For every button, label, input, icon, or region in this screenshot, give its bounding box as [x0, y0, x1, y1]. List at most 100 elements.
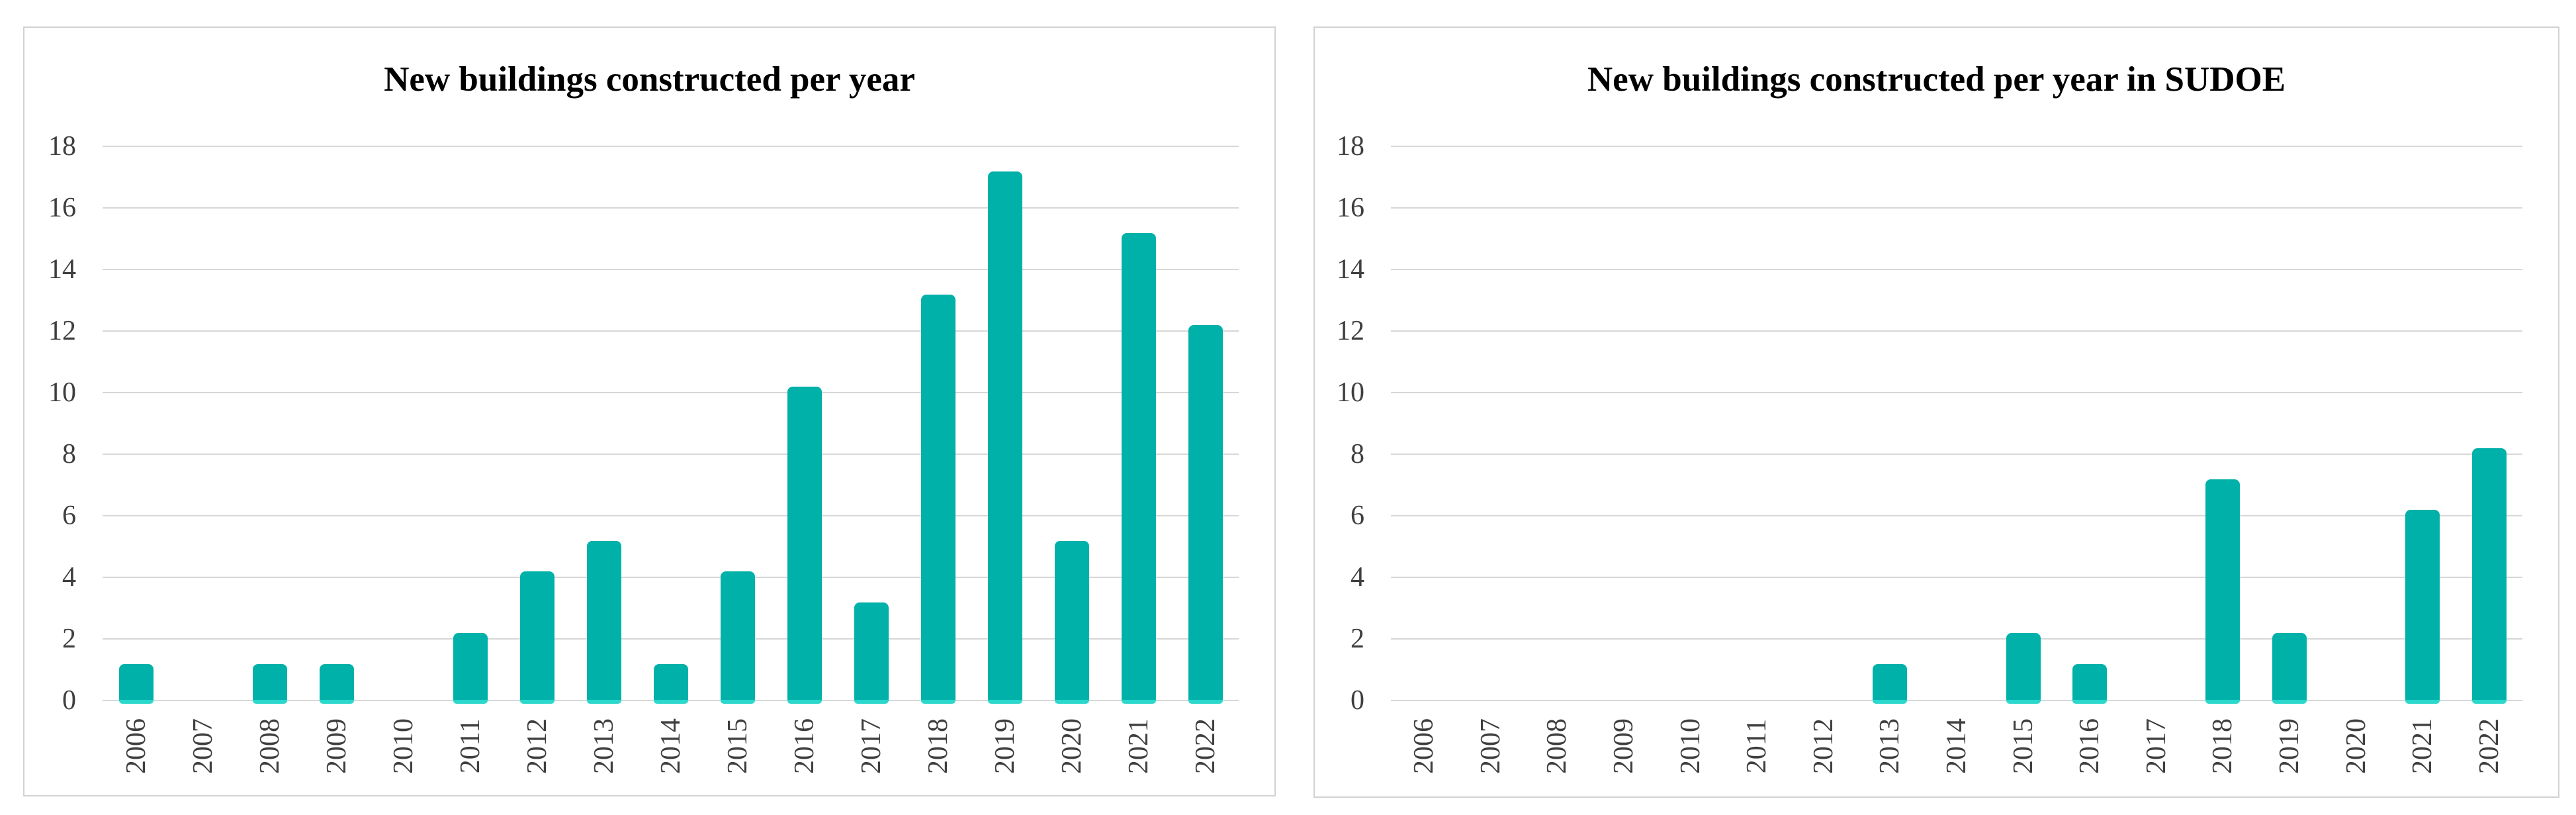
x-axis-year-label: 2017 [856, 718, 887, 774]
y-axis-tick-label: 18 [1337, 131, 1364, 162]
bar-base-highlight [453, 700, 488, 704]
x-axis-year-label: 2019 [2274, 718, 2305, 774]
chart-title: New buildings constructed per year in SU… [1587, 60, 2286, 99]
gridline [1391, 207, 2522, 209]
bar-base-highlight [319, 700, 354, 704]
bar-2022 [1188, 325, 1223, 704]
x-axis-year-label: 2007 [1475, 718, 1506, 774]
bar-base-highlight [2272, 700, 2307, 704]
x-axis-year-label: 2007 [187, 718, 218, 774]
bar-2009 [319, 663, 354, 704]
x-axis-year-label: 2011 [455, 718, 486, 774]
y-axis-tick-label: 16 [1337, 193, 1364, 223]
chart-title: New buildings constructed per year [384, 60, 915, 99]
x-axis-year-label: 2018 [922, 718, 954, 774]
bar-base-highlight [2405, 700, 2440, 704]
bar-base-highlight [252, 700, 287, 704]
gridline [1391, 638, 2522, 640]
bar-base-highlight [720, 700, 755, 704]
y-axis-tick-label: 6 [1351, 501, 1364, 531]
x-axis-year-label: 2009 [321, 718, 352, 774]
gridline [103, 146, 1239, 147]
gridline [103, 577, 1239, 578]
bar-base-highlight [1188, 700, 1223, 704]
x-axis-year-label: 2015 [2008, 718, 2039, 774]
bar-base-highlight [2072, 700, 2108, 704]
bar-2012 [519, 571, 555, 704]
bar-2022 [2471, 448, 2507, 704]
y-axis-tick-label: 14 [1337, 254, 1364, 285]
y-axis-tick-label: 0 [1351, 685, 1364, 716]
bar-base-highlight [2006, 700, 2041, 704]
chart-panel-all-buildings: New buildings constructed per year 0 2 4 6 8… [23, 26, 1276, 796]
bar-base-highlight [1873, 700, 1908, 704]
x-axis-year-label: 2015 [722, 718, 753, 774]
gridline [1391, 454, 2522, 455]
bar-base-highlight [653, 700, 688, 704]
x-axis-year-label: 2017 [2141, 718, 2172, 774]
x-axis-year-label: 2006 [120, 718, 152, 774]
y-axis-tick-label: 18 [48, 131, 76, 162]
x-axis-year-label: 2012 [521, 718, 553, 774]
bar-2017 [854, 602, 889, 704]
bar-2020 [1054, 540, 1089, 704]
x-axis-year-label: 2016 [789, 718, 820, 774]
bar-2016 [2072, 663, 2108, 704]
bar-base-highlight [1121, 700, 1156, 704]
bar-base-highlight [1054, 700, 1089, 704]
bar-2013 [586, 540, 621, 704]
x-axis-year-label: 2021 [1123, 718, 1154, 774]
x-axis-year-label: 2009 [1609, 718, 1640, 774]
y-axis-tick-label: 10 [48, 377, 76, 408]
bar-2013 [1873, 663, 1908, 704]
gridline [103, 269, 1239, 270]
bar-2008 [252, 663, 287, 704]
y-axis-tick-label: 8 [1351, 439, 1364, 469]
bar-base-highlight [519, 700, 555, 704]
y-axis-tick-label: 10 [1337, 377, 1364, 408]
x-axis-year-label: 2021 [2407, 718, 2438, 774]
y-axis-tick-label: 14 [48, 254, 76, 285]
gridline [1391, 146, 2522, 147]
bar-base-highlight [920, 700, 955, 704]
bar-base-highlight [854, 700, 889, 704]
y-axis-tick-label: 0 [62, 685, 76, 716]
x-axis-year-label: 2008 [254, 718, 285, 774]
x-axis-year-label: 2013 [588, 718, 619, 774]
x-axis-year-label: 2020 [1056, 718, 1087, 774]
gridline [1391, 577, 2522, 578]
x-axis-year-label: 2014 [655, 718, 686, 774]
bar-2021 [2405, 510, 2440, 704]
bar-2018 [2205, 479, 2241, 704]
y-axis-tick-label: 12 [1337, 316, 1364, 346]
gridline [1391, 330, 2522, 332]
bar-2019 [2272, 633, 2307, 704]
gridline [103, 392, 1239, 393]
bar-2021 [1121, 232, 1156, 704]
x-axis-year-label: 2020 [2340, 718, 2372, 774]
gridline [1391, 269, 2522, 270]
bar-2018 [920, 294, 955, 704]
x-axis-year-label: 2013 [1875, 718, 1906, 774]
x-axis-year-label: 2012 [1808, 718, 1839, 774]
bar-base-highlight [2205, 700, 2241, 704]
gridline [103, 454, 1239, 455]
y-axis-tick-label: 4 [62, 562, 76, 593]
x-axis-year-label: 2022 [1190, 718, 1221, 774]
bar-base-highlight [118, 700, 154, 704]
x-axis-year-label: 2010 [388, 718, 419, 774]
plot-area: 0 2 4 6 8 10 12 14 16 18 2006 2007 2008 2009 2010 2011 2… [1315, 28, 2558, 796]
x-axis-year-label: 2006 [1409, 718, 1440, 774]
gridline [1391, 700, 2522, 701]
y-axis-tick-label: 2 [1351, 624, 1364, 654]
y-axis-tick-label: 8 [62, 439, 76, 469]
x-axis-year-label: 2014 [1941, 718, 1972, 774]
y-axis-tick-label: 12 [48, 316, 76, 346]
y-axis-tick-label: 6 [62, 501, 76, 531]
x-axis-year-label: 2016 [2074, 718, 2106, 774]
bar-2006 [118, 663, 154, 704]
x-axis-year-label: 2019 [989, 718, 1020, 774]
bar-2015 [720, 571, 755, 704]
x-axis-year-label: 2011 [1742, 718, 1773, 774]
y-axis-tick-label: 4 [1351, 562, 1364, 593]
